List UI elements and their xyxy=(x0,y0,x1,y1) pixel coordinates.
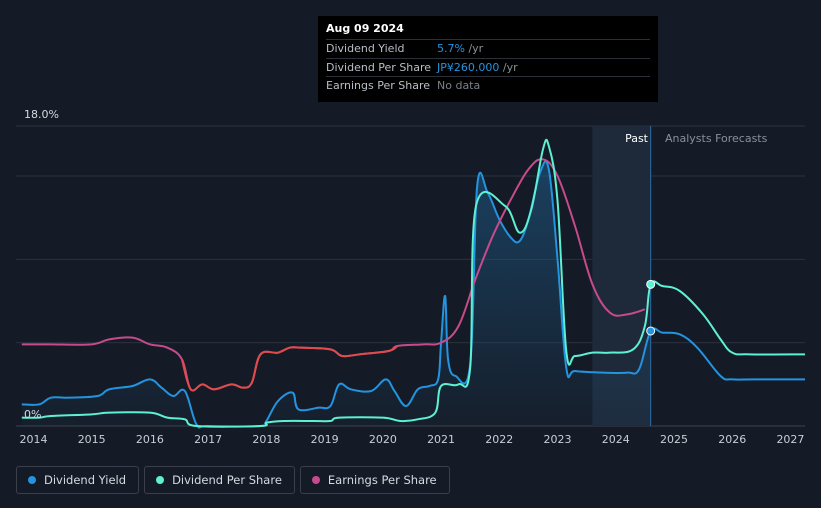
legend-item-earnings-per-share[interactable]: Earnings Per Share xyxy=(299,466,450,494)
legend-item-dividend-per-share[interactable]: Dividend Per Share xyxy=(144,466,295,494)
tooltip-value: 5.7% xyxy=(437,42,465,56)
tooltip-unit: /yr xyxy=(464,42,484,56)
series-line-dividend-yield xyxy=(21,160,805,429)
grid-lines xyxy=(16,125,805,427)
x-tick-label: 2026 xyxy=(718,433,746,446)
x-tick-label: 2025 xyxy=(660,433,688,446)
x-axis-tick-labels: 2014 2015 2016 2017 2018 2019 2020 2021 2022 2023… xyxy=(19,433,804,446)
x-tick-label: 2016 xyxy=(136,433,164,446)
tooltip: Aug 09 2024 Dividend Yield 5.7% /yr Divi… xyxy=(318,16,658,102)
today-marker-point xyxy=(646,326,656,336)
x-tick-label: 2021 xyxy=(427,433,455,446)
legend-dot-icon xyxy=(28,476,36,484)
y-axis-bottom-label: 0% xyxy=(24,408,41,421)
tooltip-label: Dividend Yield xyxy=(326,42,405,56)
x-tick-label: 2019 xyxy=(311,433,339,446)
series-line-earnings-per-share-decline xyxy=(180,345,398,392)
tooltip-unit: /yr xyxy=(499,60,518,74)
tooltip-row-dividend-per-share: Dividend Per Share JP¥260.000 /yr xyxy=(326,57,650,77)
tooltip-value: JP¥260.000 xyxy=(437,60,500,74)
legend-label: Dividend Per Share xyxy=(172,473,282,487)
past-label: Past xyxy=(625,132,649,145)
tooltip-row-earnings-per-share: Earnings Per Share No data xyxy=(326,76,650,95)
tooltip-date: Aug 09 2024 xyxy=(326,22,404,35)
x-tick-label: 2017 xyxy=(194,433,222,446)
y-axis-top-label: 18.0% xyxy=(24,108,59,121)
legend-label: Earnings Per Share xyxy=(327,473,437,487)
x-tick-label: 2020 xyxy=(369,433,397,446)
today-markers xyxy=(646,279,656,336)
x-tick-label: 2023 xyxy=(544,433,572,446)
legend-label: Dividend Yield xyxy=(44,473,127,487)
today-marker-point xyxy=(646,279,656,289)
tooltip-value: No data xyxy=(437,79,481,93)
x-tick-label: 2015 xyxy=(78,433,106,446)
x-tick-label: 2022 xyxy=(485,433,513,446)
tooltip-label: Earnings Per Share xyxy=(326,79,431,93)
x-tick-label: 2014 xyxy=(19,433,47,446)
legend-item-dividend-yield[interactable]: Dividend Yield xyxy=(16,466,140,494)
series-fills xyxy=(21,161,651,428)
legend-dot-icon xyxy=(156,476,165,484)
tooltip-row-dividend-yield: Dividend Yield 5.7% /yr xyxy=(326,39,650,58)
x-tick-label: 2024 xyxy=(602,433,630,446)
forecast-label: Analysts Forecasts xyxy=(665,132,768,145)
tooltip-label: Dividend Per Share xyxy=(326,60,432,74)
x-tick-label: 2018 xyxy=(252,433,280,446)
legend-dot-icon xyxy=(311,476,320,484)
legend: Dividend Yield Dividend Per Share Earnin… xyxy=(16,466,450,494)
series-fill-dividend-yield xyxy=(21,161,651,428)
x-tick-label: 2027 xyxy=(776,433,804,446)
